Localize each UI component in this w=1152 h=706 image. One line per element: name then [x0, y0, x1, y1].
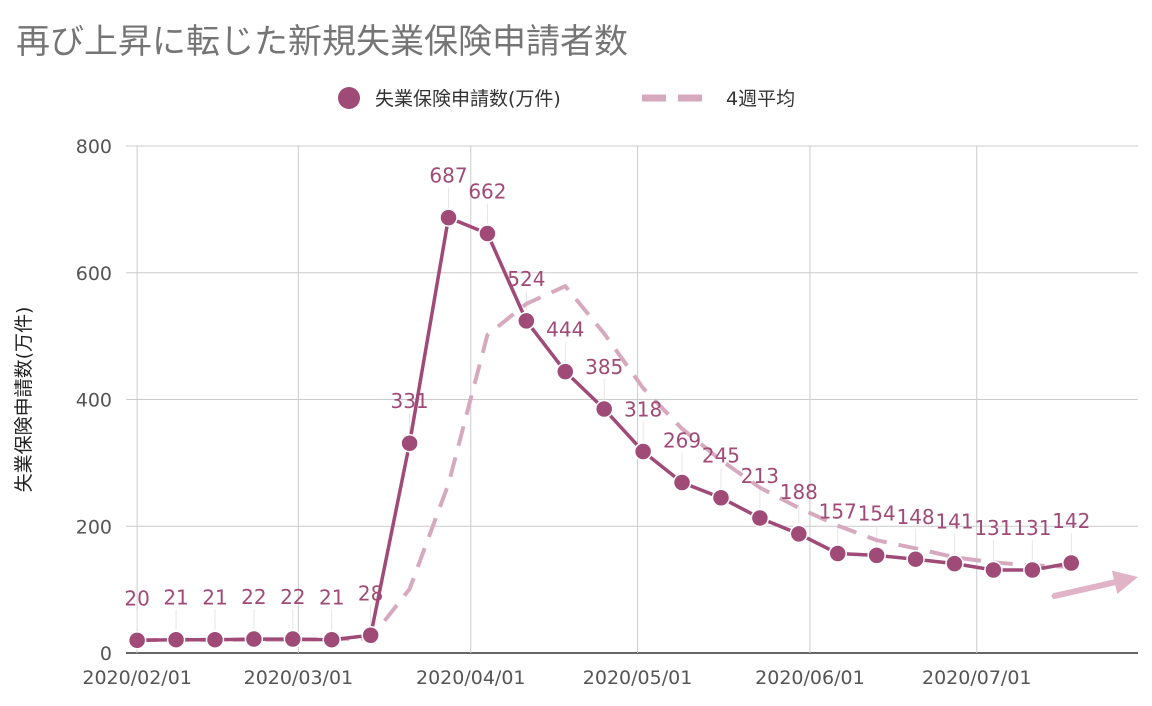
data-point — [439, 208, 458, 227]
y-tick-label: 0 — [100, 643, 112, 665]
data-label: 318 — [624, 397, 662, 421]
data-point — [828, 544, 847, 563]
data-label: 188 — [780, 480, 818, 504]
data-label: 22 — [241, 585, 266, 609]
data-point — [633, 442, 653, 461]
legend-label-main: 失業保険申請数(万件) — [375, 88, 561, 110]
data-label: 21 — [202, 586, 227, 610]
data-label: 131 — [1013, 516, 1051, 540]
data-label: 154 — [858, 501, 896, 525]
data-point — [478, 224, 497, 243]
data-label: 687 — [429, 164, 467, 188]
data-point — [322, 630, 341, 649]
data-point — [750, 508, 770, 528]
data-label: 148 — [896, 505, 934, 529]
data-label: 524 — [507, 267, 545, 291]
data-point — [867, 546, 886, 565]
series-line-4week-average — [137, 284, 1072, 643]
data-label: 662 — [468, 179, 506, 203]
series-line-claims — [137, 215, 1072, 643]
data-label: 131 — [974, 516, 1012, 540]
data-point — [1062, 553, 1081, 573]
trend-arrow — [1051, 570, 1138, 599]
trend-arrow-shaft — [1051, 579, 1118, 599]
data-point — [166, 630, 186, 649]
data-label: 157 — [819, 500, 857, 524]
data-point — [672, 473, 692, 492]
x-tick-label: 2020/06/01 — [755, 667, 865, 689]
data-point — [517, 311, 536, 331]
data-point — [789, 524, 809, 544]
y-tick-label: 200 — [76, 516, 112, 538]
data-point — [205, 630, 225, 649]
chart-title: 再び上昇に転じた新規失業保険申請者数 — [16, 22, 628, 62]
x-tick-label: 2020/02/01 — [82, 667, 192, 689]
data-label: 21 — [163, 586, 188, 610]
trend-arrow-head — [1111, 570, 1138, 594]
data-point — [400, 433, 419, 453]
data-point — [244, 629, 264, 649]
data-point — [556, 362, 575, 381]
data-label: 331 — [390, 389, 428, 413]
data-label: 245 — [702, 444, 740, 468]
data-label: 385 — [585, 355, 623, 379]
legend-marker-main — [338, 87, 360, 109]
data-point — [1023, 560, 1042, 580]
data-point — [945, 554, 964, 573]
y-axis-title: 失業保険申請数(万件) — [13, 307, 35, 493]
legend-label-avg: 4週平均 — [726, 88, 795, 110]
x-tick-label: 2020/05/01 — [583, 667, 693, 689]
data-point — [127, 631, 147, 650]
data-point — [711, 488, 731, 507]
data-label: 20 — [124, 586, 149, 610]
data-label: 28 — [358, 581, 383, 605]
data-point — [906, 549, 925, 569]
data-point — [984, 560, 1003, 580]
data-point — [594, 399, 614, 419]
y-tick-label: 800 — [76, 136, 112, 158]
data-label: 269 — [663, 429, 701, 453]
y-tick-label: 400 — [76, 390, 112, 412]
legend: 失業保険申請数(万件) 4週平均 — [338, 87, 795, 110]
x-tick-label: 2020/03/01 — [244, 667, 354, 689]
data-label: 213 — [741, 464, 779, 488]
data-label: 142 — [1052, 509, 1090, 533]
data-point — [361, 626, 380, 645]
x-tick-label: 2020/07/01 — [922, 667, 1032, 689]
data-label: 21 — [319, 586, 344, 610]
x-tick-label: 2020/04/01 — [416, 667, 526, 689]
data-label: 22 — [280, 585, 305, 609]
y-tick-label: 600 — [76, 263, 112, 285]
data-point — [283, 629, 303, 649]
data-label: 444 — [546, 318, 584, 342]
data-label: 141 — [935, 510, 973, 534]
